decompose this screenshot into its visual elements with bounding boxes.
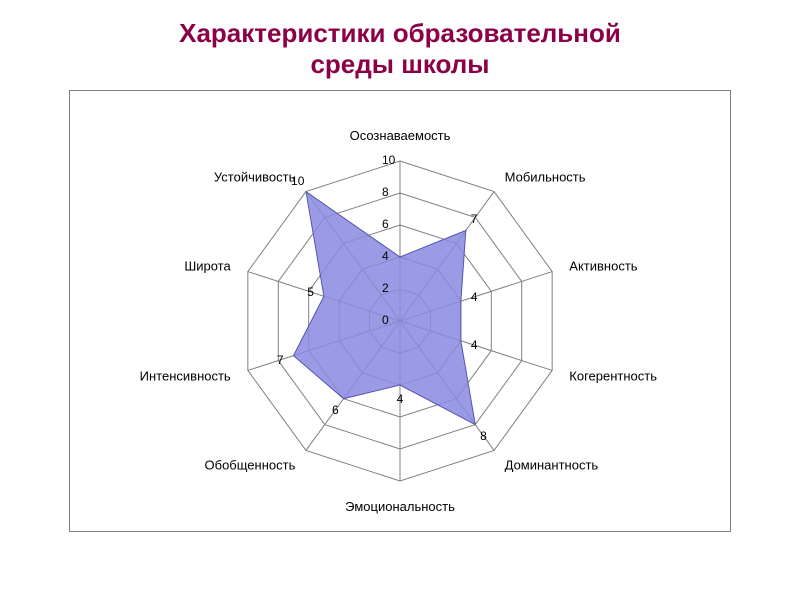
radar-axis-label: Обобщенность [205, 458, 296, 473]
radar-tick-label: 6 [382, 217, 389, 231]
radar-tick-label: 8 [382, 185, 389, 199]
radar-value-label: 4 [397, 392, 404, 406]
radar-svg [70, 91, 730, 531]
radar-axis-label: Интенсивность [140, 369, 231, 384]
radar-chart: 0 2 4 6 8 10 Осознаваемость Мобильность 7 Активно… [69, 90, 731, 532]
radar-value-label: 10 [291, 174, 304, 188]
radar-value-label: 7 [277, 353, 284, 367]
radar-axis-label: Широта [184, 259, 230, 274]
radar-axis-label: Осознаваемость [350, 128, 451, 143]
radar-value-label: 5 [307, 285, 314, 299]
radar-axis-label: Доминантность [505, 458, 599, 473]
radar-tick-label: 4 [382, 249, 389, 263]
title-line-2: среды школы [310, 49, 489, 79]
radar-value-label: 8 [480, 429, 487, 443]
radar-tick-label: 10 [382, 153, 395, 167]
radar-axis-label: Когерентность [569, 369, 657, 384]
radar-axis-label: Мобильность [505, 170, 586, 185]
radar-value-label: 4 [471, 290, 478, 304]
radar-axis-label: Устойчивость [214, 170, 295, 185]
radar-value-label: 6 [332, 403, 339, 417]
radar-axis-label: Эмоциональность [345, 499, 455, 514]
title-line-1: Характеристики образовательной [179, 18, 621, 48]
radar-tick-label: 0 [382, 313, 389, 327]
radar-tick-label: 2 [382, 281, 389, 295]
radar-value-label: 7 [471, 212, 478, 226]
radar-axis-label: Активность [569, 259, 637, 274]
radar-value-label: 4 [471, 338, 478, 352]
page-title: Характеристики образовательной среды шко… [179, 18, 621, 80]
